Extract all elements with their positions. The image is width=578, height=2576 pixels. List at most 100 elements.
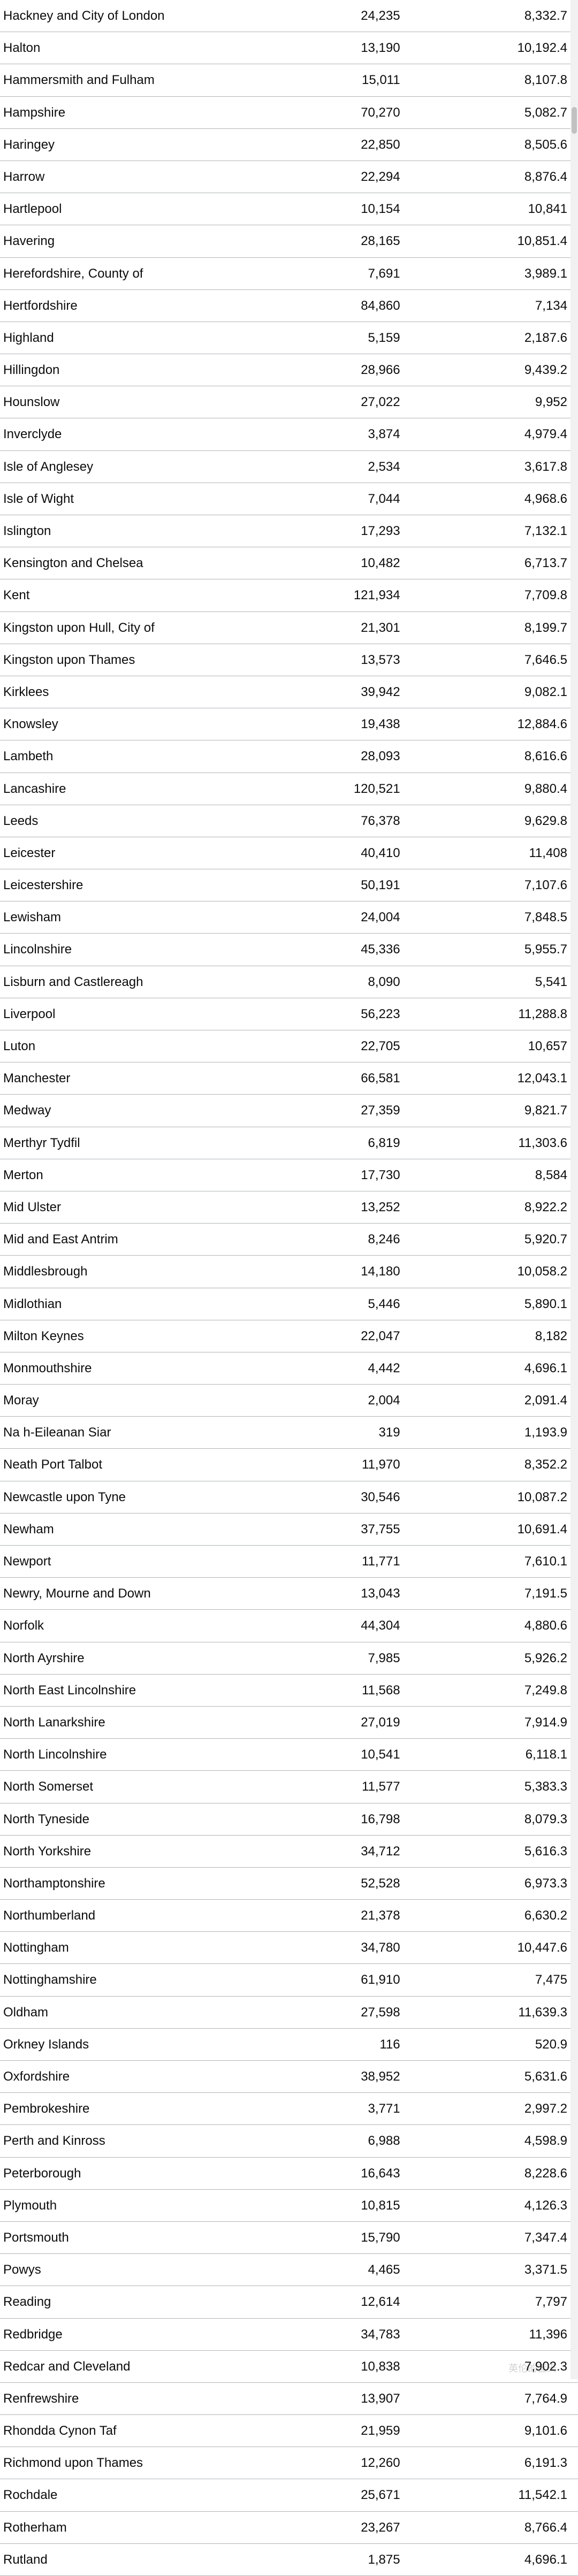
value-col-2: 10,841: [416, 201, 578, 217]
region-name: Mid Ulster: [0, 1199, 260, 1216]
region-name: Liverpool: [0, 1006, 260, 1022]
table-row: Newry, Mourne and Down13,0437,191.5: [0, 1578, 578, 1610]
value-col-1: 25,671: [260, 2487, 416, 2503]
table-row: Peterborough16,6438,228.6: [0, 2158, 578, 2190]
value-col-2: 8,922.2: [416, 1199, 578, 1216]
value-col-1: 10,541: [260, 1746, 416, 1763]
value-col-2: 5,920.7: [416, 1231, 578, 1248]
value-col-2: 5,541: [416, 974, 578, 990]
table-row: Midlothian5,4465,890.1: [0, 1288, 578, 1320]
table-row: Leeds76,3789,629.8: [0, 805, 578, 837]
value-col-1: 50,191: [260, 877, 416, 893]
value-col-1: 3,771: [260, 2100, 416, 2117]
region-name: Hounslow: [0, 394, 260, 410]
table-row: Oxfordshire38,9525,631.6: [0, 2061, 578, 2093]
value-col-1: 7,044: [260, 491, 416, 507]
table-row: Nottingham34,78010,447.6: [0, 1932, 578, 1964]
value-col-1: 44,304: [260, 1617, 416, 1634]
table-row: Newcastle upon Tyne30,54610,087.2: [0, 1481, 578, 1514]
value-col-1: 84,860: [260, 297, 416, 314]
table-row: Manchester66,58112,043.1: [0, 1062, 578, 1095]
value-col-1: 19,438: [260, 716, 416, 732]
value-col-1: 4,465: [260, 2261, 416, 2278]
region-name: Oldham: [0, 2004, 260, 2021]
region-name: Pembrokeshire: [0, 2100, 260, 2117]
table-row: Lambeth28,0938,616.6: [0, 740, 578, 773]
table-row: Portsmouth15,7907,347.4: [0, 2222, 578, 2254]
table-row: Perth and Kinross6,9884,598.9: [0, 2125, 578, 2157]
region-name: Redcar and Cleveland: [0, 2358, 260, 2375]
region-name: Islington: [0, 523, 260, 539]
value-col-1: 11,771: [260, 1553, 416, 1570]
region-name: Northumberland: [0, 1907, 260, 1924]
region-name: Newport: [0, 1553, 260, 1570]
region-name: Nottingham: [0, 1939, 260, 1956]
value-col-2: 4,880.6: [416, 1617, 578, 1634]
value-col-2: 9,952: [416, 394, 578, 410]
value-col-1: 8,246: [260, 1231, 416, 1248]
value-col-2: 5,082.7: [416, 104, 578, 121]
table-row: Rotherham23,2678,766.4: [0, 2512, 578, 2544]
value-col-2: 5,926.2: [416, 1650, 578, 1667]
table-row: Neath Port Talbot11,9708,352.2: [0, 1449, 578, 1481]
value-col-2: 7,132.1: [416, 523, 578, 539]
value-col-1: 52,528: [260, 1875, 416, 1892]
value-col-2: 7,914.9: [416, 1714, 578, 1731]
region-name: Isle of Anglesey: [0, 458, 260, 475]
value-col-2: 12,043.1: [416, 1070, 578, 1087]
value-col-2: 5,890.1: [416, 1296, 578, 1312]
region-name: Hampshire: [0, 104, 260, 121]
value-col-1: 28,165: [260, 233, 416, 249]
table-row: Milton Keynes22,0478,182: [0, 1320, 578, 1352]
value-col-2: 1,193.9: [416, 1424, 578, 1441]
value-col-1: 10,154: [260, 201, 416, 217]
value-col-2: 8,505.6: [416, 136, 578, 153]
region-name: Plymouth: [0, 2197, 260, 2214]
value-col-1: 28,093: [260, 748, 416, 765]
value-col-1: 12,260: [260, 2455, 416, 2471]
table-row: North Lanarkshire27,0197,914.9: [0, 1707, 578, 1739]
region-name: North Somerset: [0, 1778, 260, 1795]
value-col-1: 13,252: [260, 1199, 416, 1216]
value-col-2: 10,691.4: [416, 1521, 578, 1538]
value-col-2: 9,880.4: [416, 781, 578, 797]
value-col-2: 8,584: [416, 1167, 578, 1183]
region-name: Rotherham: [0, 2519, 260, 2536]
region-name: Lincolnshire: [0, 941, 260, 958]
region-name: Monmouthshire: [0, 1360, 260, 1377]
value-col-2: 8,332.7: [416, 7, 578, 24]
value-col-1: 22,047: [260, 1328, 416, 1344]
value-col-1: 27,022: [260, 394, 416, 410]
table-row: Norfolk44,3044,880.6: [0, 1610, 578, 1642]
table-row: North Somerset11,5775,383.3: [0, 1771, 578, 1803]
value-col-1: 66,581: [260, 1070, 416, 1087]
table-row: North East Lincolnshire11,5687,249.8: [0, 1675, 578, 1707]
table-row: Hartlepool10,15410,841: [0, 193, 578, 225]
table-row: Knowsley19,43812,884.6: [0, 708, 578, 740]
region-name: Orkney Islands: [0, 2036, 260, 2053]
table-row: Powys4,4653,371.5: [0, 2254, 578, 2286]
value-col-1: 8,090: [260, 974, 416, 990]
table-row: Hertfordshire84,8607,134: [0, 290, 578, 322]
region-name: Haringey: [0, 136, 260, 153]
scrollbar-track[interactable]: [571, 0, 578, 2379]
value-col-2: 10,447.6: [416, 1939, 578, 1956]
value-col-1: 13,573: [260, 652, 416, 668]
table-row: Leicestershire50,1917,107.6: [0, 869, 578, 901]
value-col-2: 8,182: [416, 1328, 578, 1344]
scrollbar-thumb[interactable]: [572, 107, 577, 134]
table-row: Luton22,70510,657: [0, 1030, 578, 1062]
value-col-2: 4,126.3: [416, 2197, 578, 2214]
region-name: Havering: [0, 233, 260, 249]
table-row: Kingston upon Hull, City of21,3018,199.7: [0, 612, 578, 644]
value-col-1: 5,446: [260, 1296, 416, 1312]
value-col-1: 4,442: [260, 1360, 416, 1377]
region-name: Richmond upon Thames: [0, 2455, 260, 2471]
table-row: Lincolnshire45,3365,955.7: [0, 934, 578, 966]
table-row: Orkney Islands116520.9: [0, 2029, 578, 2061]
table-row: Hillingdon28,9669,439.2: [0, 354, 578, 386]
value-col-2: 12,884.6: [416, 716, 578, 732]
value-col-1: 3,874: [260, 426, 416, 442]
value-col-2: 11,408: [416, 845, 578, 861]
value-col-1: 34,780: [260, 1939, 416, 1956]
